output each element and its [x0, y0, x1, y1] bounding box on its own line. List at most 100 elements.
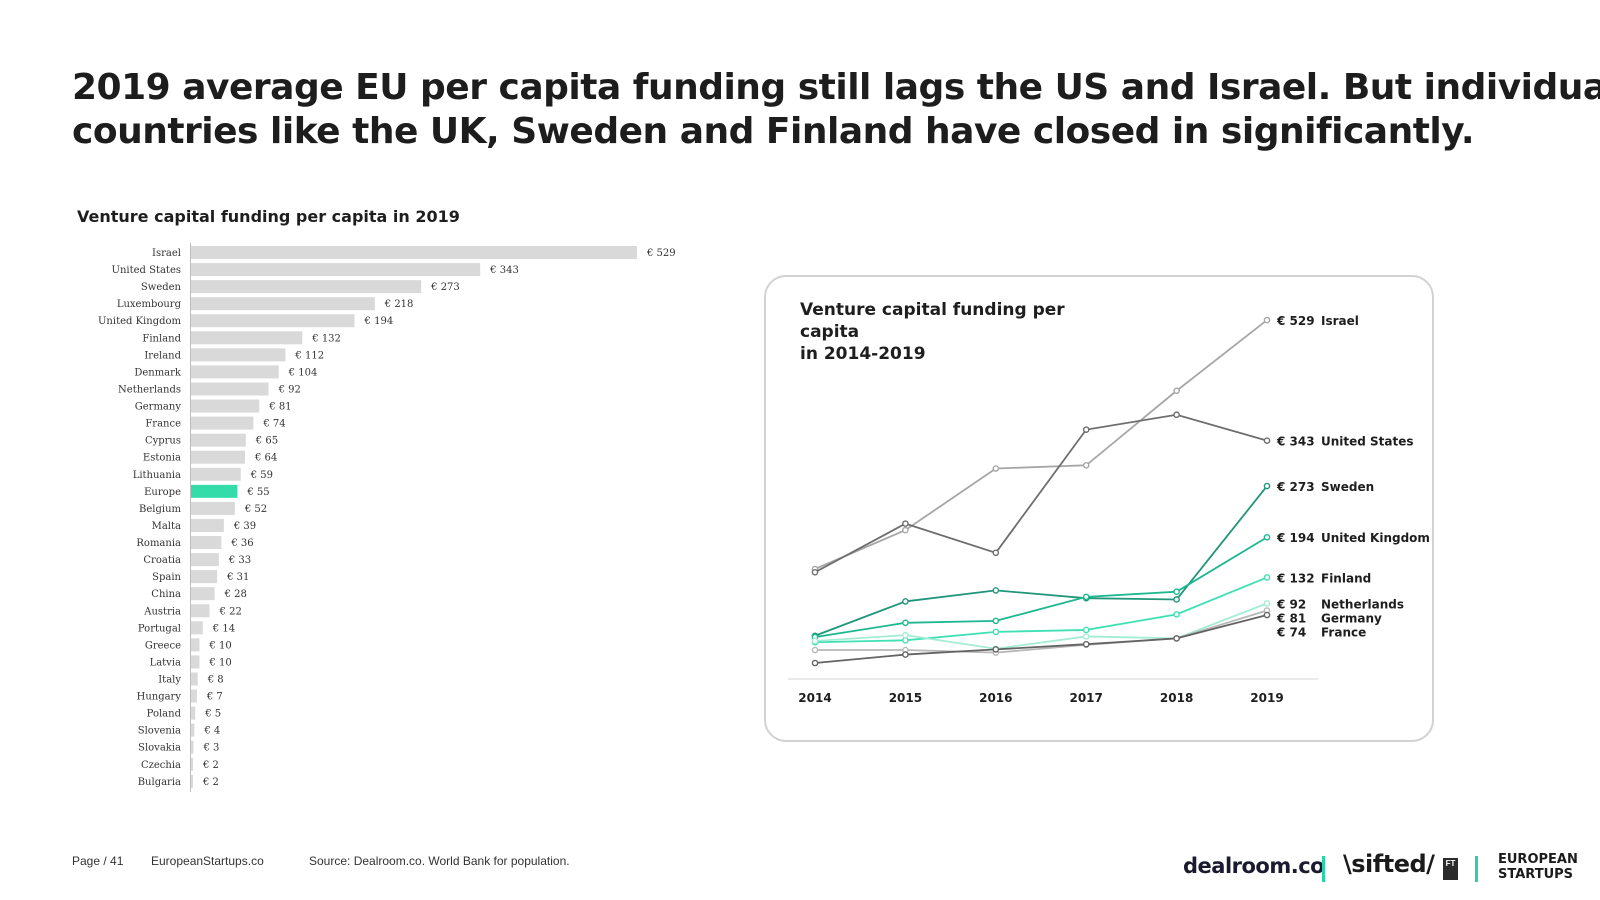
series-point — [902, 520, 909, 527]
bar — [191, 297, 375, 311]
series-point — [1173, 411, 1180, 419]
bar — [191, 706, 196, 720]
bar-value-label: € 81 — [268, 402, 291, 413]
bar-category-label: Slovenia — [138, 726, 181, 737]
bar-value-label: € 194 — [364, 316, 394, 327]
bar — [191, 553, 219, 567]
series-value-label: € 273 — [1276, 480, 1315, 494]
bar-value-label: € 273 — [430, 282, 460, 293]
bar-value-label: € 52 — [244, 504, 267, 515]
footer: Page / 41 EuropeanStartups.co Source: De… — [0, 838, 1600, 888]
line-chart-card — [764, 275, 1434, 742]
line-x-tick-label: 2018 — [1160, 691, 1193, 705]
line-x-tick-label: 2017 — [1069, 691, 1102, 705]
bar-category-label: United Kingdom — [98, 316, 182, 327]
bar — [191, 331, 303, 345]
bar-chart: Israel € 529 United States € 343 Sweden € 273… — [98, 243, 676, 792]
series-point — [992, 465, 1000, 472]
series-line — [814, 485, 1268, 637]
headline-line-2: countries like the UK, Sweden and Finlan… — [72, 111, 1475, 152]
bar-value-label: € 7 — [206, 692, 223, 703]
bar-category-label: Netherlands — [118, 384, 181, 395]
series-point — [1082, 426, 1090, 433]
series-line — [814, 319, 1268, 570]
bar — [191, 399, 260, 413]
bar-category-label: Malta — [152, 521, 181, 532]
bar-category-label: Italy — [158, 675, 181, 686]
bar-value-label: € 343 — [489, 265, 519, 276]
bar-category-label: Cyprus — [145, 436, 181, 447]
series-value-label: € 81 — [1276, 611, 1306, 625]
series-name-label: France — [1321, 625, 1366, 639]
bar-value-label: € 5 — [204, 709, 221, 720]
line-x-tick-label: 2015 — [889, 691, 922, 705]
bar-category-label: Greece — [145, 640, 181, 651]
series-point — [1263, 316, 1271, 324]
bar-category-label: Israel — [152, 248, 181, 259]
series-point — [1173, 596, 1180, 603]
bar-value-label: € 8 — [207, 675, 224, 686]
bar — [191, 314, 355, 328]
bar — [191, 621, 203, 635]
series-point — [992, 646, 1000, 653]
footer-site-link[interactable]: EuropeanStartups.co — [151, 854, 264, 868]
line-chart-title-line-2: in 2014-2019 — [800, 344, 926, 364]
series-point — [1263, 611, 1271, 619]
series-line — [814, 602, 1268, 650]
headline-line-1: 2019 average EU per capita funding still… — [72, 67, 1600, 108]
bar-value-label: € 4 — [203, 726, 220, 737]
bar-value-label: € 104 — [288, 367, 318, 378]
ft-logo: FT — [1443, 858, 1458, 880]
series-point — [992, 549, 1000, 557]
series-point — [1082, 461, 1090, 469]
series-line — [814, 576, 1268, 644]
bar-value-label: € 10 — [208, 640, 231, 651]
bar — [191, 638, 200, 652]
bar-value-label: € 2 — [202, 760, 219, 771]
headline: 2019 average EU per capita funding still… — [72, 66, 1600, 154]
bar-category-label: Romania — [136, 538, 181, 549]
footer-source: Source: Dealroom.co. World Bank for popu… — [309, 854, 570, 868]
bar-category-label: France — [145, 419, 181, 430]
bar — [191, 280, 422, 294]
bar — [191, 467, 241, 481]
bar-category-label: Denmark — [134, 367, 182, 378]
bar-category-label: Hungary — [137, 692, 182, 703]
bar-category-label: Croatia — [143, 555, 181, 566]
bar — [191, 263, 481, 277]
series-name-label: Sweden — [1321, 480, 1374, 494]
bar — [191, 774, 193, 788]
series-point — [902, 631, 909, 639]
bar — [191, 450, 245, 464]
bar-value-label: € 39 — [233, 521, 256, 532]
bar — [191, 604, 210, 618]
page-number: Page / 41 — [72, 854, 124, 868]
bar — [191, 382, 269, 396]
bar-category-label: Germany — [135, 402, 182, 413]
series-point — [1173, 387, 1180, 395]
bar — [191, 723, 195, 737]
line-x-tick-label: 2019 — [1250, 691, 1283, 705]
bar — [191, 740, 194, 754]
bar-value-label: € 218 — [384, 299, 414, 310]
bar — [191, 416, 254, 430]
series-point — [1263, 574, 1271, 581]
bar — [191, 672, 198, 686]
series-point — [1263, 437, 1271, 444]
bar-category-label: Austria — [143, 606, 181, 617]
bar — [191, 348, 286, 362]
bar — [191, 501, 235, 515]
series-line — [814, 614, 1268, 664]
bar-category-label: Sweden — [141, 282, 182, 293]
bar-value-label: € 2 — [202, 777, 219, 788]
bar-category-label: Spain — [152, 572, 181, 583]
bar-value-label: € 14 — [212, 623, 235, 634]
series-line — [814, 413, 1268, 574]
series-point — [811, 646, 819, 654]
bar — [191, 689, 197, 703]
series-name-label: United Kingdom — [1321, 531, 1430, 545]
series-name-label: United States — [1321, 435, 1414, 449]
bar-category-label: Bulgaria — [138, 777, 181, 788]
bar-value-label: € 92 — [278, 384, 301, 395]
